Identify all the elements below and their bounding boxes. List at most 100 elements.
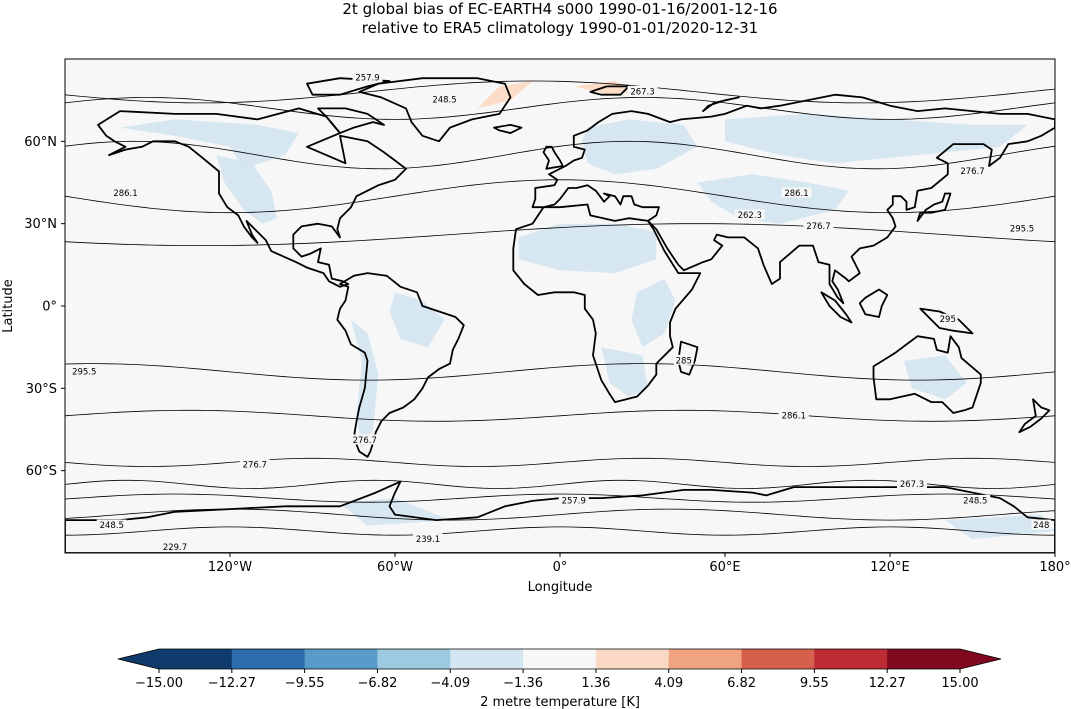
contour-label-bg bbox=[1031, 519, 1052, 530]
y-axis-label: Latitude bbox=[1, 279, 16, 333]
coastline-south-america bbox=[336, 272, 465, 458]
contour-label-bg bbox=[413, 533, 443, 544]
contour-label: 276.7 bbox=[353, 436, 377, 446]
coastline-antarctica bbox=[65, 480, 1055, 553]
colorbar-tick-label: 6.82 bbox=[727, 676, 756, 691]
contour-295-5-south bbox=[65, 363, 1055, 381]
bias-patch-europe bbox=[582, 119, 698, 175]
coastline-svalbard bbox=[589, 85, 630, 96]
contour-label: 286.1 bbox=[782, 411, 806, 421]
x-axis-label: Longitude bbox=[528, 580, 593, 595]
coastline-ellesmere bbox=[306, 77, 391, 96]
y-tick-label: 0° bbox=[42, 300, 57, 315]
coastline-iceland bbox=[493, 124, 523, 135]
map-panel: 257.9 267.3 248.5 286.1 276.7 286.1 262.3 276.7… bbox=[64, 58, 1056, 554]
contour-257-9-south bbox=[65, 493, 1055, 503]
contour-label-bg bbox=[349, 434, 380, 445]
colorbar-segment bbox=[668, 649, 743, 669]
colorbar-segment bbox=[450, 649, 524, 669]
coastline-eurasia bbox=[531, 93, 1055, 305]
colorbar-segment bbox=[741, 649, 815, 669]
contour-267-3-north bbox=[65, 97, 1055, 120]
bias-patch-sahara bbox=[518, 223, 657, 274]
colorbar-tick-label: 15.00 bbox=[941, 676, 978, 691]
contour-label-bg bbox=[110, 187, 141, 198]
colorbar-segment bbox=[595, 649, 670, 669]
contour-label: 257.9 bbox=[562, 496, 586, 506]
coastline-novaya-zemlya bbox=[702, 96, 740, 112]
coastlines bbox=[65, 77, 1055, 553]
y-tick-label: 30°S bbox=[26, 382, 57, 397]
colorbar-tick-label: 9.55 bbox=[800, 676, 829, 691]
contour-label-bg bbox=[352, 72, 383, 83]
bias-patches bbox=[120, 81, 1055, 540]
bias-patch-amazon-east bbox=[389, 292, 445, 348]
bias-patch-australia bbox=[903, 355, 967, 400]
colorbar-tick-label: −12.27 bbox=[208, 676, 256, 691]
coastline-sumatra bbox=[820, 291, 853, 324]
coastline-australia bbox=[872, 335, 982, 414]
colorbar-tick-label: 4.09 bbox=[654, 676, 683, 691]
contour-label: 267.3 bbox=[630, 87, 654, 97]
contour-label: 286.1 bbox=[784, 189, 808, 199]
bias-patch-siberia bbox=[725, 113, 1028, 164]
coastline-borneo bbox=[858, 288, 889, 318]
contour-label-bg bbox=[897, 478, 927, 489]
contour-label: 248.5 bbox=[432, 96, 456, 106]
contour-label: 285 bbox=[676, 356, 692, 366]
contour-295-5-north bbox=[65, 223, 1055, 247]
colorbar-tick-label: −9.55 bbox=[285, 676, 325, 691]
contour-label: 248.5 bbox=[100, 521, 124, 531]
contour-276-7-south bbox=[65, 457, 1055, 467]
bias-patch-greenland-coast bbox=[477, 81, 533, 109]
bias-patch-east-antarctica bbox=[945, 514, 1055, 540]
contour-label: 276.7 bbox=[243, 461, 267, 471]
coastline-uk bbox=[542, 145, 564, 170]
contour-label-bg bbox=[957, 165, 988, 176]
coastline-north-america bbox=[97, 107, 407, 288]
contour-239-1-south bbox=[65, 526, 1055, 536]
colorbar-segment bbox=[887, 649, 961, 669]
contour-label: 239.1 bbox=[416, 535, 440, 545]
contour-label: 248.5 bbox=[963, 496, 987, 506]
contour-label-bg bbox=[803, 220, 834, 231]
contour-label: 229.7 bbox=[163, 543, 187, 553]
contour-label-bg bbox=[734, 209, 765, 220]
x-axis-ticks: 120°W 60°W 0° 60°E 120°E 180° bbox=[208, 553, 1071, 575]
contour-label: 248 bbox=[1033, 521, 1049, 531]
x-tick-label: 60°W bbox=[377, 560, 413, 575]
bias-patch-canada bbox=[120, 119, 299, 169]
contour-label: 295 bbox=[940, 315, 956, 325]
colorbar-extend-high bbox=[960, 649, 1001, 669]
bias-patch-southern-africa bbox=[601, 347, 648, 397]
colorbar-extend-low bbox=[118, 649, 159, 669]
colorbar-tick-label: −1.36 bbox=[503, 676, 543, 691]
contour-label-bg bbox=[429, 94, 460, 105]
x-tick-label: 120°W bbox=[208, 560, 252, 575]
contour-label-bg bbox=[558, 494, 589, 505]
contour-label: 295.5 bbox=[72, 367, 96, 377]
contour-label-bg bbox=[960, 494, 991, 505]
bias-patch-rockies bbox=[216, 155, 277, 224]
contour-label: 295.5 bbox=[1010, 225, 1034, 235]
colorbar-tick-label: −4.09 bbox=[430, 676, 470, 691]
coastline-japan bbox=[916, 192, 952, 222]
contour-276-7-north bbox=[65, 140, 1055, 170]
y-tick-label: 60°S bbox=[26, 464, 57, 479]
coastline-greenland bbox=[358, 77, 512, 143]
colorbar-segment bbox=[304, 649, 378, 669]
contour-label: 262.3 bbox=[738, 211, 762, 221]
contour-label-bg bbox=[781, 187, 812, 198]
y-tick-label: 60°N bbox=[24, 135, 57, 150]
x-tick-label: 180° bbox=[1039, 560, 1070, 575]
bias-patch-east-africa bbox=[631, 278, 676, 348]
colorbar-segment bbox=[231, 649, 306, 669]
contour-label-bg bbox=[69, 365, 100, 376]
chart-title-line2: relative to ERA5 climatology 1990-01-01/… bbox=[362, 19, 758, 37]
contour-267-3-south bbox=[65, 479, 1055, 489]
contour-label-bg bbox=[96, 519, 127, 530]
colorbar-segment bbox=[377, 649, 451, 669]
colorbar-segment bbox=[814, 649, 888, 669]
colorbar-tick-label: 12.27 bbox=[869, 676, 906, 691]
coastline-baffin bbox=[317, 107, 385, 135]
